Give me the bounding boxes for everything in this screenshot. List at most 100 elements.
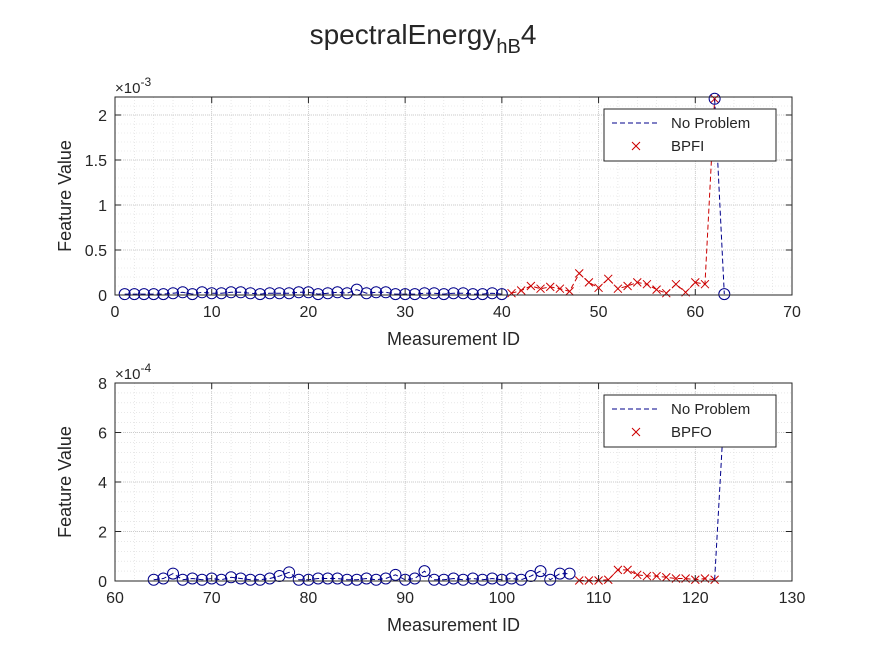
- data-point: [428, 287, 441, 300]
- data-point: [495, 288, 508, 301]
- series-no-problem: [147, 565, 576, 586]
- data-point: [263, 287, 276, 300]
- data-point: [215, 573, 228, 586]
- legend-entry-label: No Problem: [671, 401, 750, 418]
- data-point: [457, 573, 470, 586]
- data-point: [486, 572, 499, 585]
- x-tick-label: 60: [686, 304, 704, 321]
- data-point: [147, 288, 160, 301]
- x-tick-label: 70: [203, 590, 221, 607]
- data-point: [360, 572, 373, 585]
- data-point: [360, 287, 373, 300]
- data-point: [283, 287, 296, 300]
- data-point: [553, 567, 566, 580]
- data-point: [254, 573, 267, 586]
- data-point: [283, 566, 296, 579]
- x-tick-label: 120: [682, 590, 709, 607]
- x-tick-label: 30: [396, 304, 414, 321]
- x-axis-label: Measurement ID: [387, 329, 520, 349]
- data-point: [507, 288, 516, 298]
- data-point: [147, 573, 160, 586]
- data-point: [613, 565, 623, 575]
- data-point: [457, 287, 470, 300]
- data-point: [254, 288, 267, 301]
- data-point: [205, 287, 218, 300]
- data-point: [263, 572, 276, 585]
- series-segment-2: [714, 407, 725, 580]
- figure-title-subscript: hB: [496, 36, 520, 58]
- data-point: [563, 567, 576, 580]
- chart-panel-1: 0 10 20 30 40 50 60 70 0 0.5 1 1.5 2 ×10-3 Measurement…: [55, 75, 801, 349]
- data-point: [312, 572, 325, 585]
- data-point: [138, 288, 151, 301]
- data-point: [341, 573, 354, 586]
- series-line: [714, 407, 725, 580]
- y-tick-label: 0.5: [85, 243, 107, 260]
- data-point: [661, 288, 671, 298]
- y-tick-label: 1.5: [85, 153, 107, 170]
- x-tick-label: 10: [203, 304, 221, 321]
- data-point: [312, 288, 325, 301]
- data-point: [408, 288, 421, 301]
- data-point: [603, 575, 613, 585]
- y-tick-label: 2: [98, 108, 107, 125]
- data-point: [700, 279, 710, 289]
- data-point: [710, 575, 719, 585]
- x-tick-label: 20: [300, 304, 318, 321]
- data-point: [623, 281, 632, 291]
- data-point: [370, 573, 383, 586]
- data-point: [186, 288, 199, 301]
- data-point: [623, 565, 632, 575]
- data-point: [176, 286, 189, 299]
- data-point: [321, 287, 334, 300]
- data-point: [690, 278, 700, 287]
- data-point: [302, 573, 315, 586]
- x-tick-label: 100: [489, 590, 516, 607]
- legend-swatch-marker: [631, 427, 641, 437]
- data-point: [418, 565, 431, 578]
- data-point: [447, 287, 460, 300]
- x-tick-label: 70: [783, 304, 801, 321]
- data-point: [652, 571, 661, 581]
- y-tick-label: 8: [98, 376, 107, 393]
- data-point: [157, 572, 170, 585]
- data-point: [594, 283, 603, 293]
- data-point: [302, 286, 315, 299]
- chart-panel-2: 60 70 80 90 100 110 120 130 0 2 4 6 8 ×10-4 Measuremen…: [55, 361, 805, 635]
- axes-box: [114, 96, 793, 296]
- data-point: [176, 573, 189, 586]
- x-tick-label: 130: [779, 590, 806, 607]
- data-point: [437, 288, 450, 301]
- data-point: [495, 573, 508, 586]
- data-point: [526, 281, 536, 291]
- data-point: [642, 279, 652, 289]
- y-tick-label: 1: [98, 198, 107, 215]
- data-point: [418, 287, 431, 300]
- data-point: [225, 571, 238, 584]
- data-point: [408, 572, 421, 585]
- data-point: [708, 92, 721, 105]
- legend-entry-label: BPFO: [671, 424, 712, 441]
- data-point: [128, 288, 141, 301]
- data-point: [399, 288, 412, 301]
- data-point: [244, 573, 257, 586]
- data-point: [534, 565, 547, 578]
- legend: No Problem BPFI: [603, 108, 777, 162]
- data-point: [574, 269, 584, 278]
- y-tick-label: 4: [98, 475, 107, 492]
- legend-entry-label: No Problem: [671, 115, 750, 132]
- x-tick-label: 40: [493, 304, 511, 321]
- y-tick-label: 6: [98, 426, 107, 443]
- data-point: [476, 288, 489, 301]
- x-tick-label: 110: [586, 590, 612, 607]
- legend-box: [603, 108, 777, 162]
- data-point: [603, 274, 613, 284]
- figure-title-tail: 4: [521, 19, 537, 50]
- data-point: [157, 288, 170, 301]
- panels: 0 10 20 30 40 50 60 7000.511.52×10-3Measurement…: [55, 75, 805, 635]
- data-point: [350, 573, 363, 586]
- data-point: [476, 573, 489, 586]
- data-point: [486, 287, 499, 300]
